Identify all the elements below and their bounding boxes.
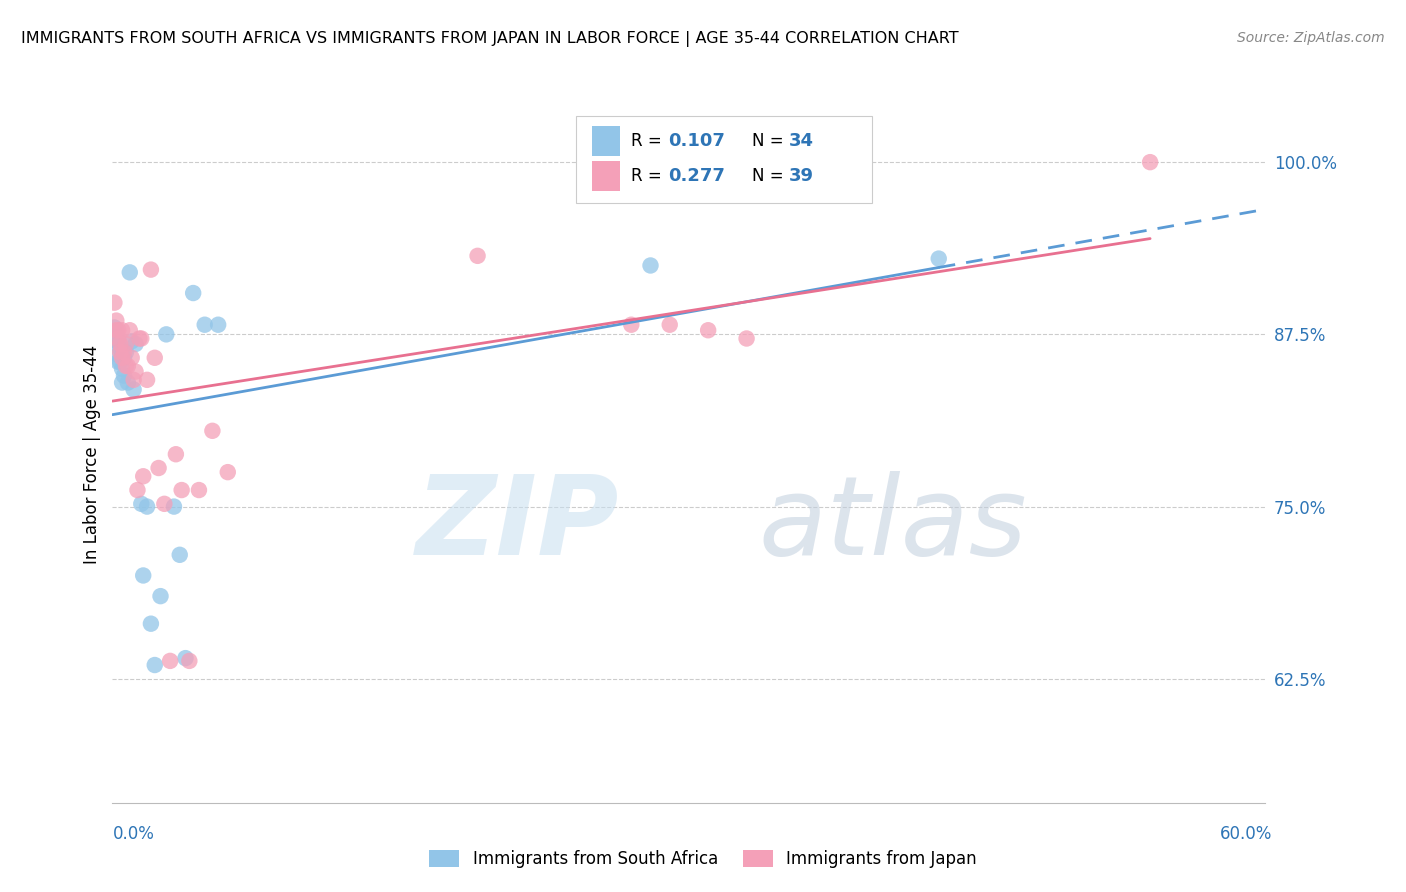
- FancyBboxPatch shape: [592, 126, 620, 156]
- Point: [194, 318, 217, 332]
- Point: [107, 348, 129, 362]
- Point: [697, 323, 720, 337]
- Point: [179, 654, 201, 668]
- Point: [928, 252, 950, 266]
- Text: 39: 39: [789, 167, 814, 186]
- Point: [127, 483, 149, 497]
- Point: [112, 345, 135, 359]
- Point: [139, 616, 162, 631]
- Text: R =: R =: [631, 167, 668, 186]
- Text: 60.0%: 60.0%: [1220, 825, 1272, 843]
- Point: [107, 331, 129, 345]
- Point: [143, 658, 166, 673]
- Point: [181, 286, 204, 301]
- Point: [620, 318, 643, 332]
- Point: [132, 568, 155, 582]
- Point: [108, 341, 131, 355]
- Point: [1139, 155, 1161, 169]
- Point: [103, 320, 125, 334]
- Point: [111, 323, 134, 337]
- Point: [163, 500, 186, 514]
- Text: ZIP: ZIP: [416, 471, 620, 578]
- Point: [187, 483, 211, 497]
- Point: [155, 327, 177, 342]
- Text: N =: N =: [752, 167, 789, 186]
- Text: IMMIGRANTS FROM SOUTH AFRICA VS IMMIGRANTS FROM JAPAN IN LABOR FORCE | AGE 35-44: IMMIGRANTS FROM SOUTH AFRICA VS IMMIGRAN…: [21, 31, 959, 47]
- Point: [105, 313, 128, 327]
- Point: [121, 351, 143, 365]
- Point: [115, 345, 138, 359]
- Point: [658, 318, 681, 332]
- Point: [149, 589, 172, 603]
- Point: [467, 249, 489, 263]
- Point: [115, 359, 138, 373]
- Point: [735, 331, 758, 345]
- Point: [124, 337, 146, 351]
- Point: [169, 548, 191, 562]
- Point: [108, 355, 131, 369]
- Point: [132, 469, 155, 483]
- Point: [105, 323, 128, 337]
- Point: [115, 337, 138, 351]
- Point: [117, 359, 139, 373]
- Text: N =: N =: [752, 132, 789, 150]
- Point: [201, 424, 224, 438]
- Point: [148, 461, 170, 475]
- Point: [129, 331, 153, 345]
- Point: [165, 447, 187, 461]
- Point: [174, 651, 197, 665]
- Text: Source: ZipAtlas.com: Source: ZipAtlas.com: [1237, 31, 1385, 45]
- Point: [111, 348, 134, 362]
- Point: [217, 465, 239, 479]
- Point: [136, 373, 159, 387]
- Point: [207, 318, 229, 332]
- Point: [111, 376, 134, 390]
- Point: [153, 497, 176, 511]
- Point: [105, 327, 128, 342]
- Point: [107, 334, 129, 349]
- Point: [117, 376, 139, 390]
- Point: [143, 351, 166, 365]
- Point: [121, 334, 143, 349]
- Point: [105, 334, 128, 349]
- Y-axis label: In Labor Force | Age 35-44: In Labor Force | Age 35-44: [83, 345, 101, 565]
- Point: [107, 323, 129, 337]
- Point: [103, 295, 125, 310]
- Point: [136, 500, 159, 514]
- Legend: Immigrants from South Africa, Immigrants from Japan: Immigrants from South Africa, Immigrants…: [423, 843, 983, 875]
- Text: 0.277: 0.277: [668, 167, 724, 186]
- Point: [111, 361, 134, 376]
- Point: [122, 373, 145, 387]
- Point: [112, 368, 135, 383]
- Point: [108, 345, 131, 359]
- Point: [128, 331, 150, 345]
- Point: [124, 365, 146, 379]
- Point: [129, 497, 153, 511]
- Point: [118, 265, 141, 279]
- Point: [108, 337, 131, 351]
- Point: [170, 483, 193, 497]
- Text: 34: 34: [789, 132, 814, 150]
- Point: [640, 259, 662, 273]
- FancyBboxPatch shape: [592, 161, 620, 191]
- Point: [112, 351, 135, 365]
- Text: 0.0%: 0.0%: [112, 825, 155, 843]
- Point: [111, 351, 134, 365]
- Text: 0.107: 0.107: [668, 132, 724, 150]
- Text: atlas: atlas: [758, 471, 1026, 578]
- Point: [107, 355, 129, 369]
- Point: [159, 654, 181, 668]
- Point: [118, 323, 141, 337]
- Point: [122, 383, 145, 397]
- Point: [139, 262, 162, 277]
- Text: R =: R =: [631, 132, 668, 150]
